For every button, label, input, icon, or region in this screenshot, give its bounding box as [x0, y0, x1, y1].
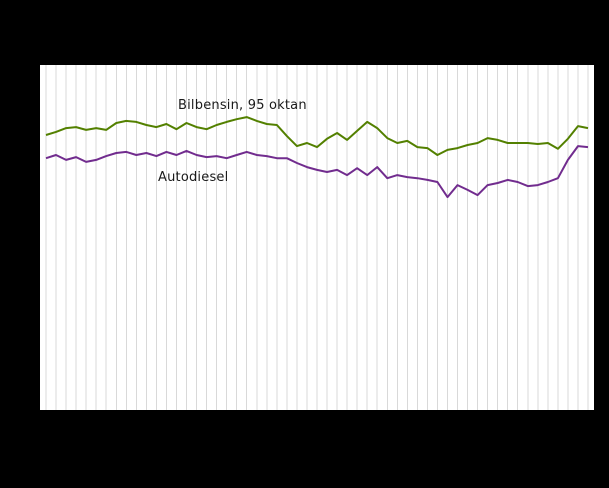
series-label-bilbensin: Bilbensin, 95 oktan	[178, 98, 307, 113]
gridlines	[45, 65, 589, 410]
series-label-autodiesel: Autodiesel	[158, 170, 229, 185]
plot-area: Bilbensin, 95 oktan Autodiesel	[40, 65, 594, 410]
fuel-price-chart	[45, 65, 589, 410]
bilbensin-line	[45, 116, 589, 156]
autodiesel-line	[45, 145, 589, 199]
